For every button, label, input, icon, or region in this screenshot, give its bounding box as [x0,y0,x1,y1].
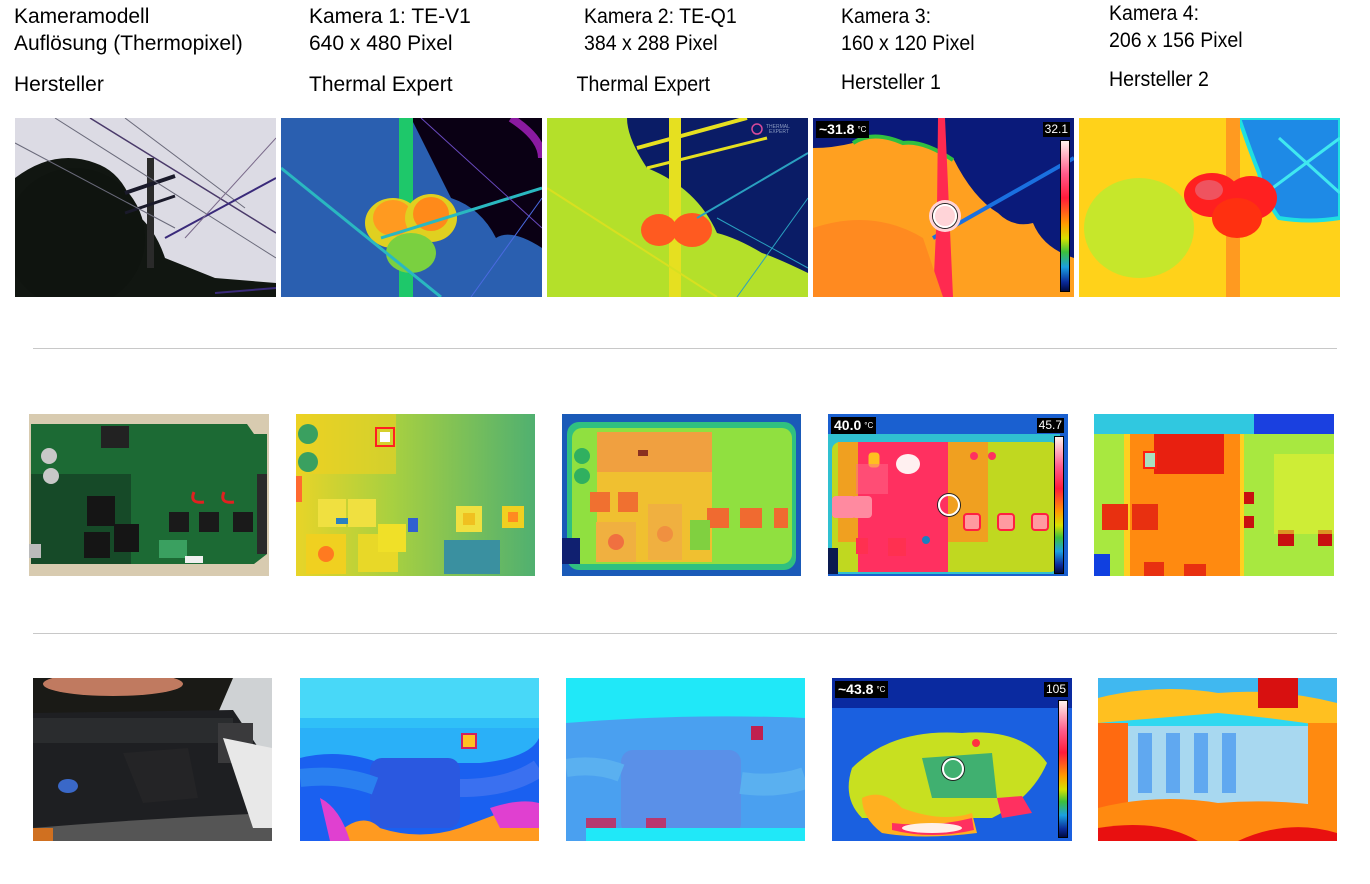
camera-1-model: Kamera 1: TE-V1 [309,5,471,28]
camera-3-resolution: 160 x 120 Pixel [841,32,975,55]
thermal-power-pole-camera-3: ~31.8 °C 32.1 [813,118,1074,297]
svg-text:THERMAL: THERMAL [766,124,790,130]
camera-3-spot-temp-badge: ~31.8 °C [816,121,870,138]
camera-3-spot-temp-badge: 40.0 °C [831,417,877,434]
color-scale-bar [1060,140,1070,292]
model-label: Kameramodell [14,5,150,28]
camera-3-scale-max: 45.7 [1036,418,1064,433]
color-scale-bar [1058,700,1068,838]
camera-1-header: Kamera 1: TE-V1 640 x 480 Pixel Thermal … [309,3,471,98]
camera-2-model: Kamera 2: TE-Q1 [584,5,737,28]
thermal-car-engine-camera-4 [1098,678,1337,841]
thermal-power-pole-camera-4 [1079,118,1340,297]
camera-3-model: Kamera 3: [841,5,932,28]
svg-text:EXPERT: EXPERT [769,129,789,135]
label-column-header: Kameramodell Auflösung (Thermopixel) Her… [14,3,243,98]
camera-3-manufacturer: Hersteller 1 [841,71,941,94]
resolution-label: Auflösung (Thermopixel) [14,32,243,55]
thermal-car-engine-camera-1 [300,678,539,841]
thermal-circuit-board-camera-4 [1094,414,1334,576]
thermal-circuit-board-camera-1 [296,414,535,576]
thermal-power-pole-camera-2: THERMAL EXPERT [547,118,808,297]
camera-1-manufacturer: Thermal Expert [309,73,453,96]
thermal-circuit-board-camera-2 [562,414,801,576]
crosshair-reticle-icon [933,204,957,228]
thermal-circuit-board-camera-3: 40.0 °C 45.7 [828,414,1068,576]
camera-2-header: Kamera 2: TE-Q1 384 x 288 Pixel Thermal … [577,3,737,98]
photo-power-pole-visible [15,118,276,297]
thermal-car-engine-camera-2 [566,678,805,841]
camera-3-header: Kamera 3: 160 x 120 Pixel Hersteller 1 [841,3,975,96]
camera-2-resolution: 384 x 288 Pixel [584,32,718,55]
manufacturer-label: Hersteller [14,73,104,96]
camera-3-spot-temp-badge: ~43.8 °C [835,681,889,698]
camera-4-manufacturer: Hersteller 2 [1109,68,1209,91]
photo-circuit-board-visible [29,414,269,576]
camera-4-resolution: 206 x 156 Pixel [1109,29,1243,52]
color-scale-bar [1054,436,1064,574]
row-separator [33,348,1337,349]
crosshair-reticle-icon [938,494,960,516]
camera-4-model: Kamera 4: [1109,2,1200,25]
photo-car-engine-visible [33,678,272,841]
row-separator [33,633,1337,634]
thermal-power-pole-camera-1 [281,118,542,297]
camera-3-scale-max: 32.1 [1042,122,1070,137]
thermal-car-engine-camera-3: ~43.8 °C 105 [832,678,1072,841]
camera-2-manufacturer: Thermal Expert [576,73,711,96]
camera-1-resolution: 640 x 480 Pixel [309,32,453,55]
crosshair-reticle-icon [942,758,964,780]
camera-4-header: Kamera 4: 206 x 156 Pixel Hersteller 2 [1109,0,1243,93]
camera-3-scale-max: 105 [1043,682,1068,697]
thermal-expert-logo-icon: THERMAL EXPERT [751,123,790,135]
